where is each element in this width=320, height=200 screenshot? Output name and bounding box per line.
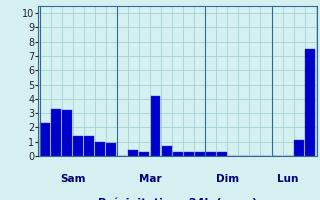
Bar xyxy=(128,150,138,156)
Bar xyxy=(184,152,194,156)
Bar xyxy=(84,136,94,156)
Bar xyxy=(305,49,315,156)
Bar xyxy=(95,142,105,156)
Text: Dim: Dim xyxy=(216,174,239,184)
Bar xyxy=(294,140,304,156)
Text: Sam: Sam xyxy=(60,174,85,184)
Bar xyxy=(51,109,61,156)
Bar xyxy=(62,110,72,156)
Bar xyxy=(73,136,83,156)
Bar xyxy=(195,152,205,156)
Bar xyxy=(172,152,183,156)
Bar xyxy=(206,152,216,156)
Text: Mar: Mar xyxy=(139,174,161,184)
Bar xyxy=(217,152,227,156)
Text: Lun: Lun xyxy=(277,174,299,184)
Text: Précipitations 24h ( mm ): Précipitations 24h ( mm ) xyxy=(98,198,257,200)
Bar xyxy=(106,143,116,156)
Bar xyxy=(140,152,149,156)
Bar xyxy=(150,96,160,156)
Bar xyxy=(40,123,50,156)
Bar xyxy=(162,146,172,156)
